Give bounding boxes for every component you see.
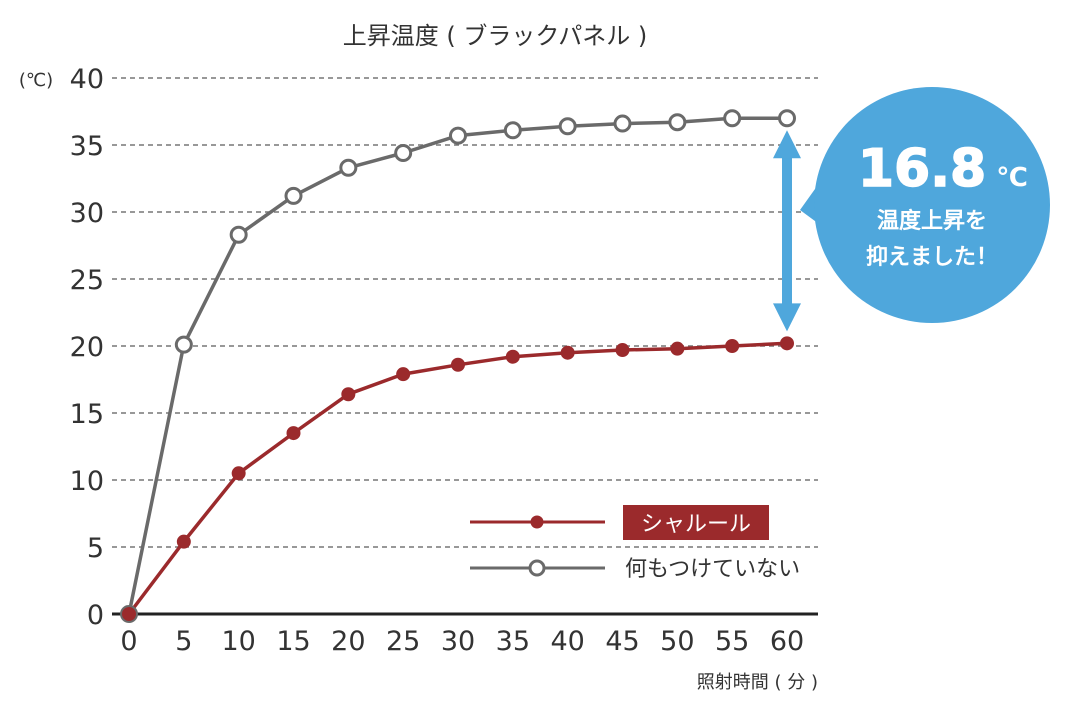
x-tick-label-45: 45 — [605, 626, 639, 657]
y-tick-label-5: 5 — [87, 533, 104, 564]
legend: シャルール 何もつけていない — [470, 505, 800, 582]
data-point-s0-9 — [615, 343, 630, 358]
x-tick-label-30: 30 — [441, 626, 475, 657]
grid-lines — [112, 77, 818, 548]
data-point-s0-7 — [505, 349, 520, 364]
y-tick-label-40: 40 — [70, 64, 104, 95]
x-axis-ticks: 0 5 10 15 20 25 30 35 40 45 50 55 60 — [120, 626, 804, 657]
data-point-s0-12 — [780, 336, 794, 351]
x-tick-label-35: 35 — [496, 626, 530, 657]
legend-marker-none — [528, 559, 546, 577]
data-point-s1-9 — [613, 114, 632, 133]
arrow-head-up — [773, 130, 801, 159]
data-point-s1-5 — [394, 144, 413, 163]
callout-value: 16.8 — [858, 139, 986, 199]
x-tick-label-25: 25 — [386, 626, 420, 657]
chart-title: 上昇温度 ( ブラックパネル ) — [343, 22, 647, 50]
data-point-s1-1 — [174, 335, 193, 354]
callout-circle — [814, 87, 1050, 323]
y-tick-label-35: 35 — [70, 131, 104, 162]
data-point-s1-4 — [339, 158, 358, 177]
x-tick-label-5: 5 — [175, 626, 192, 657]
x-tick-label-55: 55 — [715, 626, 749, 657]
y-axis-ticks: 0 5 10 15 20 25 30 35 40 — [70, 64, 104, 631]
x-tick-label-50: 50 — [660, 626, 694, 657]
y-tick-label-10: 10 — [70, 466, 104, 497]
data-point-s0-5 — [396, 367, 411, 382]
callout-bubble: 16.8 ℃ 温度上昇を 抑えました！ — [800, 87, 1050, 323]
callout-line1: 温度上昇を — [877, 208, 987, 234]
difference-annotation: 16.8 ℃ 温度上昇を 抑えました！ — [773, 87, 1050, 332]
arrow-shaft — [782, 156, 792, 306]
data-point-s1-8 — [558, 117, 577, 136]
data-point-s0-10 — [670, 341, 685, 356]
data-point-s1-7 — [503, 121, 522, 140]
data-point-s0-1 — [176, 534, 191, 549]
difference-arrow — [773, 130, 801, 332]
callout-line2: 抑えました！ — [866, 245, 998, 270]
legend-label-none: 何もつけていない — [625, 557, 800, 582]
data-point-s1-12 — [778, 109, 796, 128]
data-point-s0-4 — [341, 387, 356, 402]
x-tick-label-20: 20 — [331, 626, 365, 657]
y-tick-label-25: 25 — [70, 265, 104, 296]
data-point-s0-3 — [286, 426, 301, 441]
data-point-s1-10 — [668, 113, 687, 132]
arrow-head-down — [773, 303, 801, 332]
legend-label-bg-sharl — [623, 505, 769, 540]
y-axis-unit: (℃) — [19, 70, 53, 91]
data-point-s0-11 — [725, 339, 740, 353]
data-point-s1-11 — [723, 109, 742, 128]
series-group — [120, 109, 796, 623]
data-point-s0-2 — [231, 466, 246, 481]
x-tick-label-40: 40 — [550, 626, 584, 657]
y-tick-label-30: 30 — [70, 198, 104, 229]
legend-marker-sharl — [530, 515, 544, 529]
data-point-s0-8 — [560, 345, 575, 360]
data-point-s0-6 — [451, 357, 465, 372]
data-point-s1-2 — [229, 225, 248, 244]
x-axis-label: 照射時間 ( 分 ) — [697, 672, 818, 693]
x-tick-label-15: 15 — [276, 626, 310, 657]
y-tick-label-0: 0 — [87, 600, 104, 631]
data-point-s1-3 — [284, 186, 303, 205]
legend-label-sharl: シャルール — [641, 512, 751, 537]
x-tick-label-0: 0 — [120, 626, 137, 657]
data-point-s1-6 — [449, 126, 467, 145]
data-point-s0-0 — [122, 607, 136, 621]
x-tick-label-60: 60 — [770, 626, 804, 657]
x-tick-label-10: 10 — [221, 626, 255, 657]
y-tick-label-15: 15 — [70, 399, 104, 430]
callout-unit: ℃ — [996, 163, 1027, 193]
y-tick-label-20: 20 — [70, 332, 104, 363]
